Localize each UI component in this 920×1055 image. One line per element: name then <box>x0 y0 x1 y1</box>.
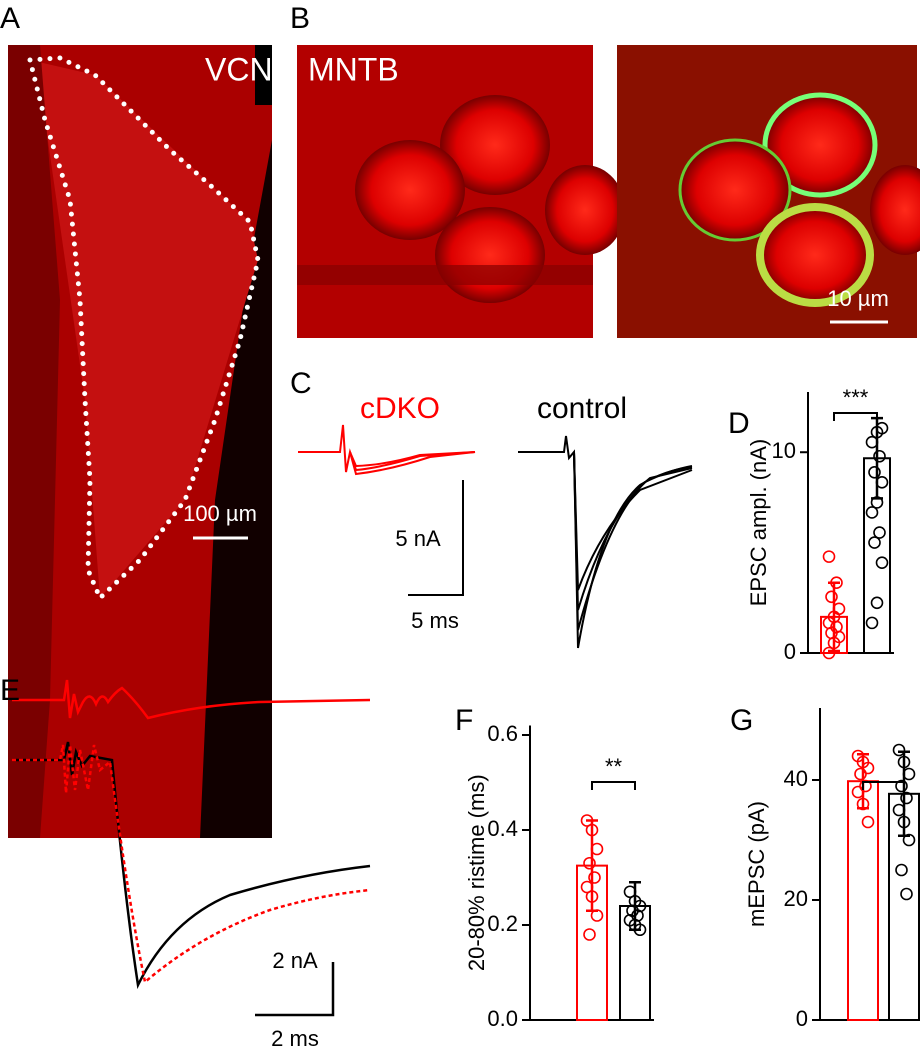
panel-label: G <box>730 704 753 737</box>
panel-label: F <box>455 704 473 737</box>
data-point <box>865 616 879 630</box>
data-point <box>865 506 879 519</box>
image-vcn <box>8 45 272 838</box>
y-tick-label: 10 <box>772 438 796 463</box>
data-point <box>895 779 908 793</box>
error-bar <box>586 819 598 912</box>
image-label: MNTB <box>308 51 399 87</box>
significance-bracket <box>833 412 878 421</box>
scale-label: 10 µm <box>827 286 889 311</box>
y-tick-label: 0 <box>796 1006 808 1031</box>
data-point <box>892 743 906 757</box>
scale-label: 5 ms <box>411 608 459 633</box>
scale-label: 100 µm <box>183 501 257 526</box>
panel-label: D <box>728 407 750 440</box>
y-tick-label: 20 <box>784 886 808 911</box>
significance-label: *** <box>843 385 869 410</box>
y-tick-label: 40 <box>784 766 808 791</box>
data-point <box>902 833 916 847</box>
scale-label: 2 nA <box>272 948 318 973</box>
scale-label: 5 nA <box>395 526 441 551</box>
data-point <box>861 815 875 829</box>
data-point <box>583 856 596 870</box>
data-point <box>822 646 836 660</box>
scale-label: 2 ms <box>271 1026 319 1050</box>
error-bar <box>828 581 840 653</box>
trace-label: cDKO <box>360 392 440 425</box>
data-point <box>859 779 872 793</box>
bar <box>847 780 879 1022</box>
traces-c <box>298 424 693 649</box>
y-axis-label: EPSC ampl. (nA) <box>746 439 771 607</box>
data-point <box>873 449 886 463</box>
image-label: VCN <box>205 51 273 87</box>
significance-label: ** <box>605 754 623 779</box>
y-axis-label: 20-80% ristime (ms) <box>464 774 489 971</box>
data-point <box>870 596 884 610</box>
data-point <box>588 871 601 884</box>
error-bar <box>629 881 641 931</box>
panel-label: B <box>290 2 310 35</box>
data-point <box>854 767 867 781</box>
data-point <box>873 526 886 539</box>
data-point <box>900 887 913 901</box>
data-point <box>825 590 838 604</box>
data-point <box>822 550 836 563</box>
y-tick-label: 0 <box>784 639 796 664</box>
panel-label: A <box>0 2 20 35</box>
error-bar <box>898 750 910 838</box>
data-point <box>895 863 908 877</box>
panel-label: C <box>290 367 312 400</box>
data-point <box>900 791 913 805</box>
y-tick-label: 0.4 <box>487 816 518 841</box>
panel-label: E <box>0 674 20 707</box>
y-tick-label: 0.0 <box>487 1006 518 1031</box>
image-mntb <box>297 45 920 338</box>
data-point <box>868 536 881 549</box>
y-tick-label: 0.6 <box>487 721 518 746</box>
significance-bracket <box>862 781 905 790</box>
significance-bracket <box>591 781 636 790</box>
trace-label: control <box>537 392 627 425</box>
traces-e <box>12 679 371 1017</box>
data-point <box>875 556 889 569</box>
data-point <box>583 928 596 941</box>
y-tick-label: 0.2 <box>487 911 518 936</box>
y-axis-label: mEPSC (pA) <box>744 801 769 927</box>
data-point <box>868 466 881 479</box>
